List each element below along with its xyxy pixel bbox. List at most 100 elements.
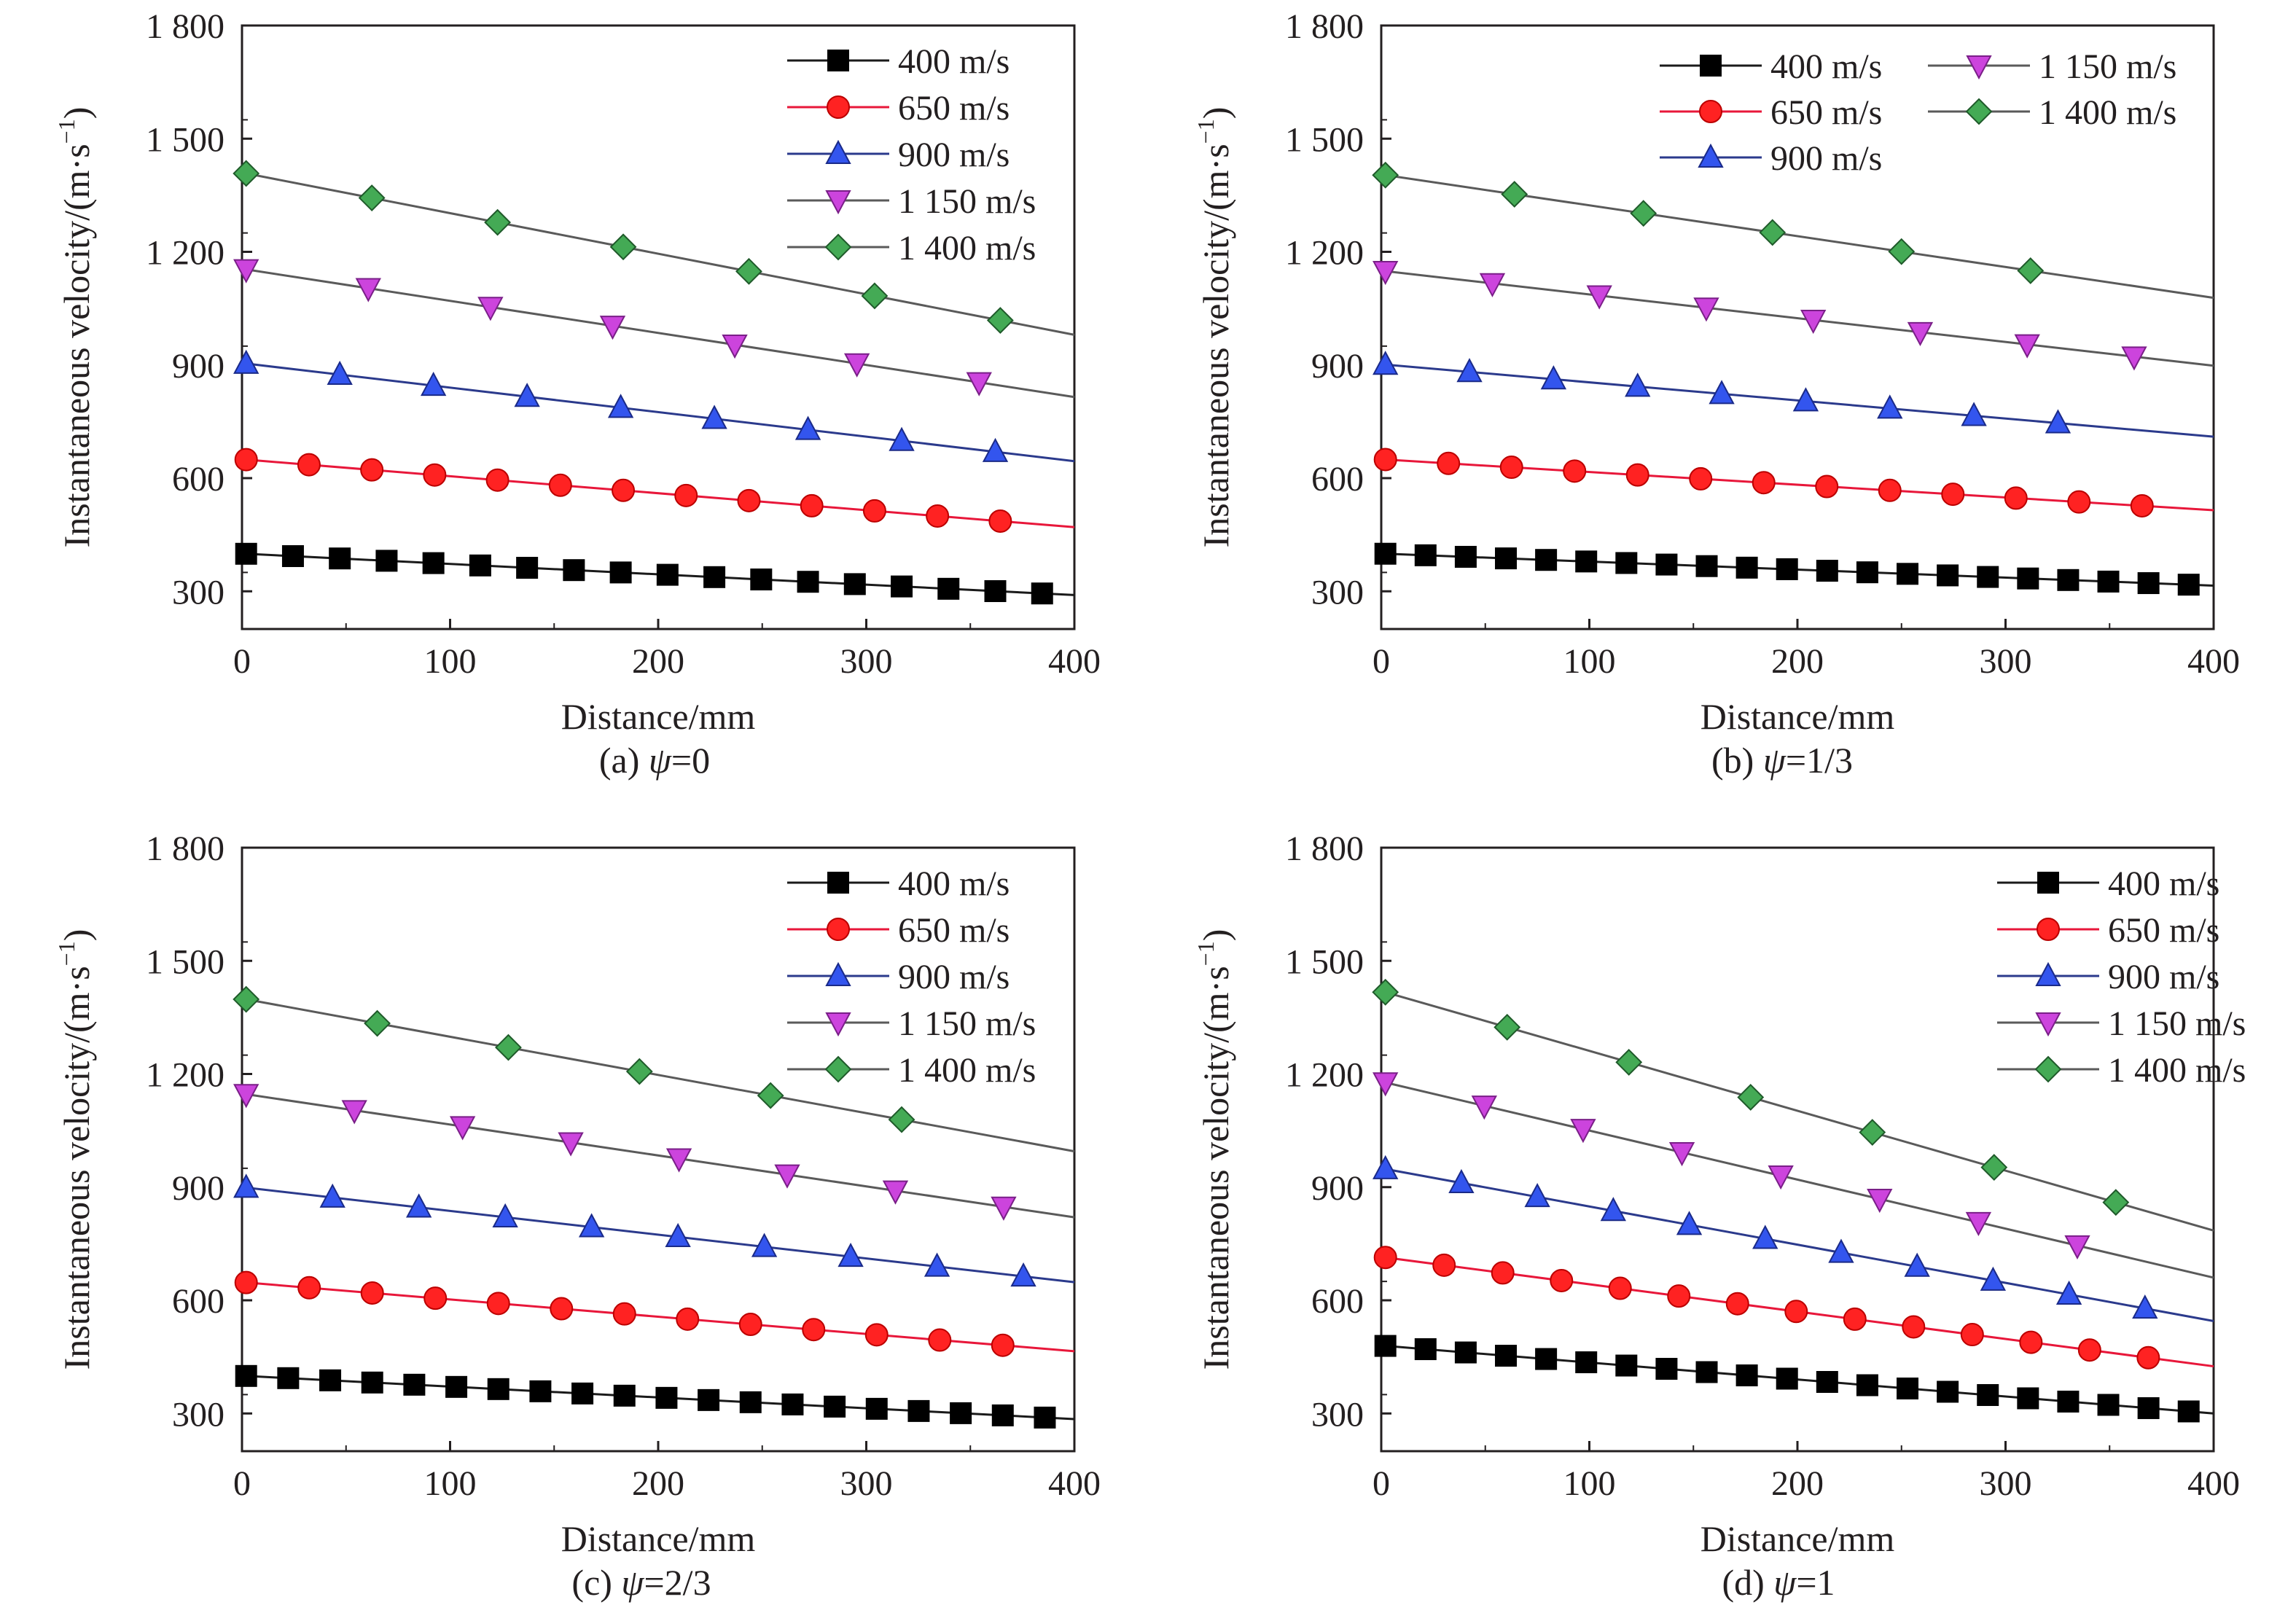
data-point xyxy=(571,1382,594,1405)
data-point xyxy=(487,1378,509,1400)
y-tick-label: 900 xyxy=(172,1169,224,1208)
data-point xyxy=(319,1369,342,1391)
x-axis-title: Distance/mm xyxy=(1700,1518,1895,1559)
legend-label: 400 m/s xyxy=(1770,47,1882,86)
data-point xyxy=(1695,555,1718,577)
y-axis-title-superscript: −1 xyxy=(53,119,79,144)
data-point xyxy=(907,1399,930,1422)
x-tick-label: 400 xyxy=(1048,1464,1101,1503)
series-1-400-m-s xyxy=(1372,978,2214,1232)
data-point xyxy=(781,1393,804,1415)
data-point xyxy=(529,1380,552,1402)
legend-label: 900 m/s xyxy=(898,958,1010,996)
data-point xyxy=(625,1058,653,1085)
data-point xyxy=(665,1148,692,1173)
legend-label: 650 m/s xyxy=(2108,911,2219,950)
data-point xyxy=(1655,553,1678,576)
data-point xyxy=(1709,380,1735,405)
data-point xyxy=(1867,1188,1893,1214)
data-point xyxy=(950,1402,972,1424)
data-point xyxy=(988,509,1012,533)
data-point xyxy=(2132,1294,2158,1319)
data-point xyxy=(986,307,1014,334)
y-axis-title-close: ) xyxy=(56,929,97,942)
data-point xyxy=(1815,474,1839,499)
data-point xyxy=(984,580,1007,603)
data-point xyxy=(1600,1197,1626,1222)
data-point xyxy=(676,1307,700,1331)
data-point xyxy=(1373,448,1397,472)
caption-value: =2/3 xyxy=(644,1562,711,1603)
data-point xyxy=(1735,1364,1758,1387)
series-line xyxy=(1381,363,2214,438)
data-point xyxy=(2057,569,2080,591)
data-point xyxy=(319,1183,345,1208)
legend-marker xyxy=(825,190,851,215)
data-point xyxy=(2136,1345,2160,1370)
y-axis-title-superscript: −1 xyxy=(1192,119,1219,144)
data-point xyxy=(751,1233,778,1257)
data-point xyxy=(1563,459,1587,483)
legend: 400 m/s 650 m/s 900 m/s 1 150 m/s 1 400 m/s xyxy=(1997,864,2246,1090)
y-axis-title: Instantaneous velocity/(m·s−1) xyxy=(1192,929,1236,1370)
data-point xyxy=(1878,478,1902,502)
data-point xyxy=(735,257,762,285)
data-point xyxy=(2097,1394,2120,1416)
y-tick-label: 1 800 xyxy=(146,7,224,46)
data-point xyxy=(1937,564,1959,587)
data-point xyxy=(674,483,698,507)
legend-label: 400 m/s xyxy=(898,42,1010,81)
chart-panel-c: 0 100 200 300 400 300 600 900 1 200 1 500 1 800 Dis… xyxy=(53,829,1101,1603)
legend-label: 1 150 m/s xyxy=(898,1004,1036,1043)
data-point xyxy=(1034,1406,1056,1429)
data-point xyxy=(1902,1315,1926,1339)
data-point xyxy=(1372,1072,1399,1097)
legend-marker xyxy=(2035,1012,2061,1037)
y-axis-title-superscript: −1 xyxy=(1192,941,1219,966)
series-line xyxy=(1381,990,2214,1232)
data-point xyxy=(2019,1330,2043,1354)
data-point xyxy=(599,316,626,340)
data-point xyxy=(1491,1261,1515,1285)
data-point xyxy=(1414,544,1437,566)
data-point xyxy=(1575,550,1598,573)
caption-label: (d) xyxy=(1722,1562,1773,1603)
data-point xyxy=(837,1242,864,1267)
y-tick-label: 1 800 xyxy=(1285,829,1364,868)
data-point xyxy=(1630,200,1657,227)
data-point xyxy=(991,1333,1015,1357)
data-point xyxy=(2067,490,2091,514)
data-point xyxy=(800,493,824,517)
legend-marker xyxy=(827,872,849,894)
legend-label: 1 150 m/s xyxy=(2108,1004,2246,1043)
data-point xyxy=(1535,549,1558,571)
legend-label: 900 m/s xyxy=(898,136,1010,174)
data-point xyxy=(1031,582,1053,605)
data-point xyxy=(1454,1341,1477,1364)
data-point xyxy=(1961,402,1987,426)
legend-marker xyxy=(2034,1055,2062,1083)
x-axis-title: Distance/mm xyxy=(1700,696,1895,737)
data-point xyxy=(1792,387,1819,412)
data-point xyxy=(1575,1351,1598,1374)
series-650-m-s xyxy=(234,1270,1075,1357)
data-point xyxy=(1752,471,1776,495)
data-point xyxy=(281,544,304,567)
series-400-m-s xyxy=(1374,542,2214,596)
data-point xyxy=(1725,1292,1749,1316)
legend-label: 900 m/s xyxy=(2108,958,2219,996)
legend-label: 650 m/s xyxy=(898,89,1010,128)
x-tick-label: 200 xyxy=(632,642,684,681)
data-point xyxy=(2177,574,2200,596)
data-point xyxy=(655,1386,678,1409)
legend-marker xyxy=(1700,55,1722,77)
series-1-400-m-s xyxy=(1372,161,2214,300)
data-point xyxy=(613,1384,636,1407)
data-point xyxy=(341,1100,367,1125)
data-point xyxy=(612,478,636,502)
data-point xyxy=(2064,1235,2090,1260)
data-point xyxy=(1625,372,1651,397)
legend-label: 400 m/s xyxy=(898,864,1010,903)
data-point xyxy=(495,1034,522,1061)
